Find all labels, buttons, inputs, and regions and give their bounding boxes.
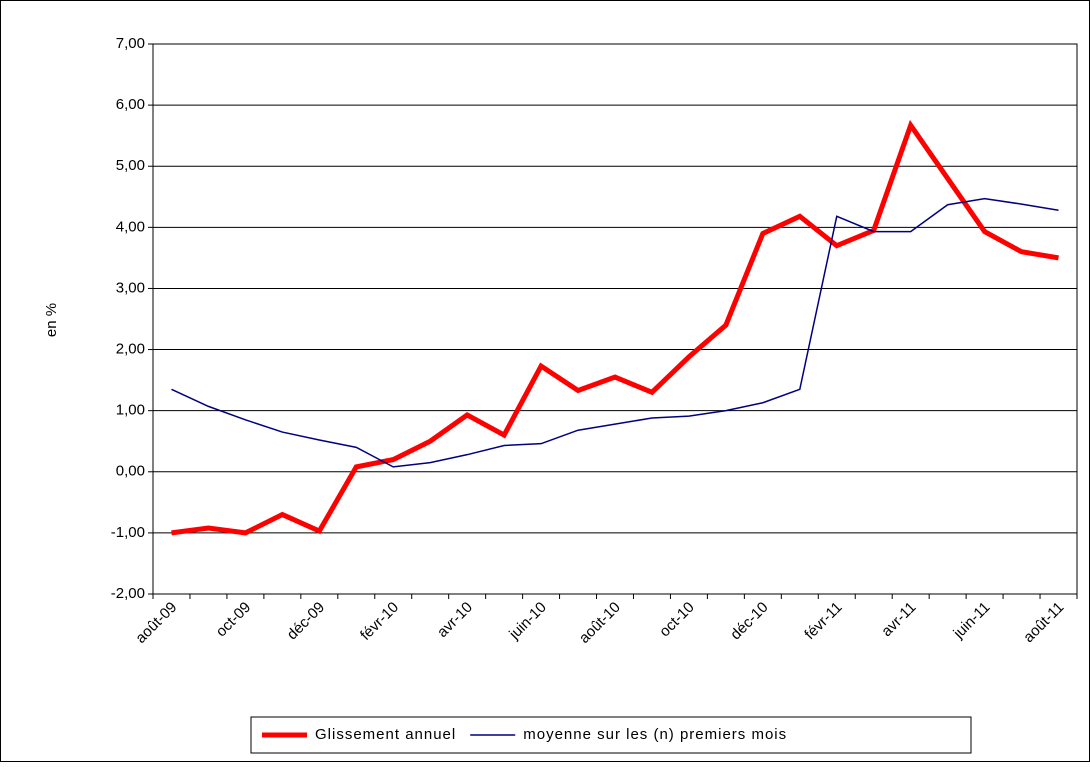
line-series [171, 119, 1059, 536]
y-tick-label: 0,00 [116, 463, 145, 480]
y-tick-label: 1,00 [116, 402, 145, 419]
plot-area [152, 43, 1078, 595]
y-tick-label: -2,00 [111, 585, 145, 602]
legend-label: moyenne sur les (n) premiers mois [523, 726, 787, 743]
y-tick-label: 5,00 [116, 157, 145, 174]
y-axis-label: en % [43, 303, 60, 337]
y-tick-label: 2,00 [116, 341, 145, 358]
y-tick-label: 3,00 [116, 279, 145, 296]
y-tick-label: 6,00 [116, 96, 145, 113]
line-series [171, 197, 1059, 468]
y-tick-label: 4,00 [116, 218, 145, 235]
legend-box [250, 716, 972, 754]
legend-label: Glissement annuel [315, 726, 456, 743]
legend: Glissement annuel moyenne sur les (n) pre… [250, 716, 972, 754]
y-tick-label: -1,00 [111, 524, 145, 541]
y-tick-label: 7,00 [116, 35, 145, 52]
